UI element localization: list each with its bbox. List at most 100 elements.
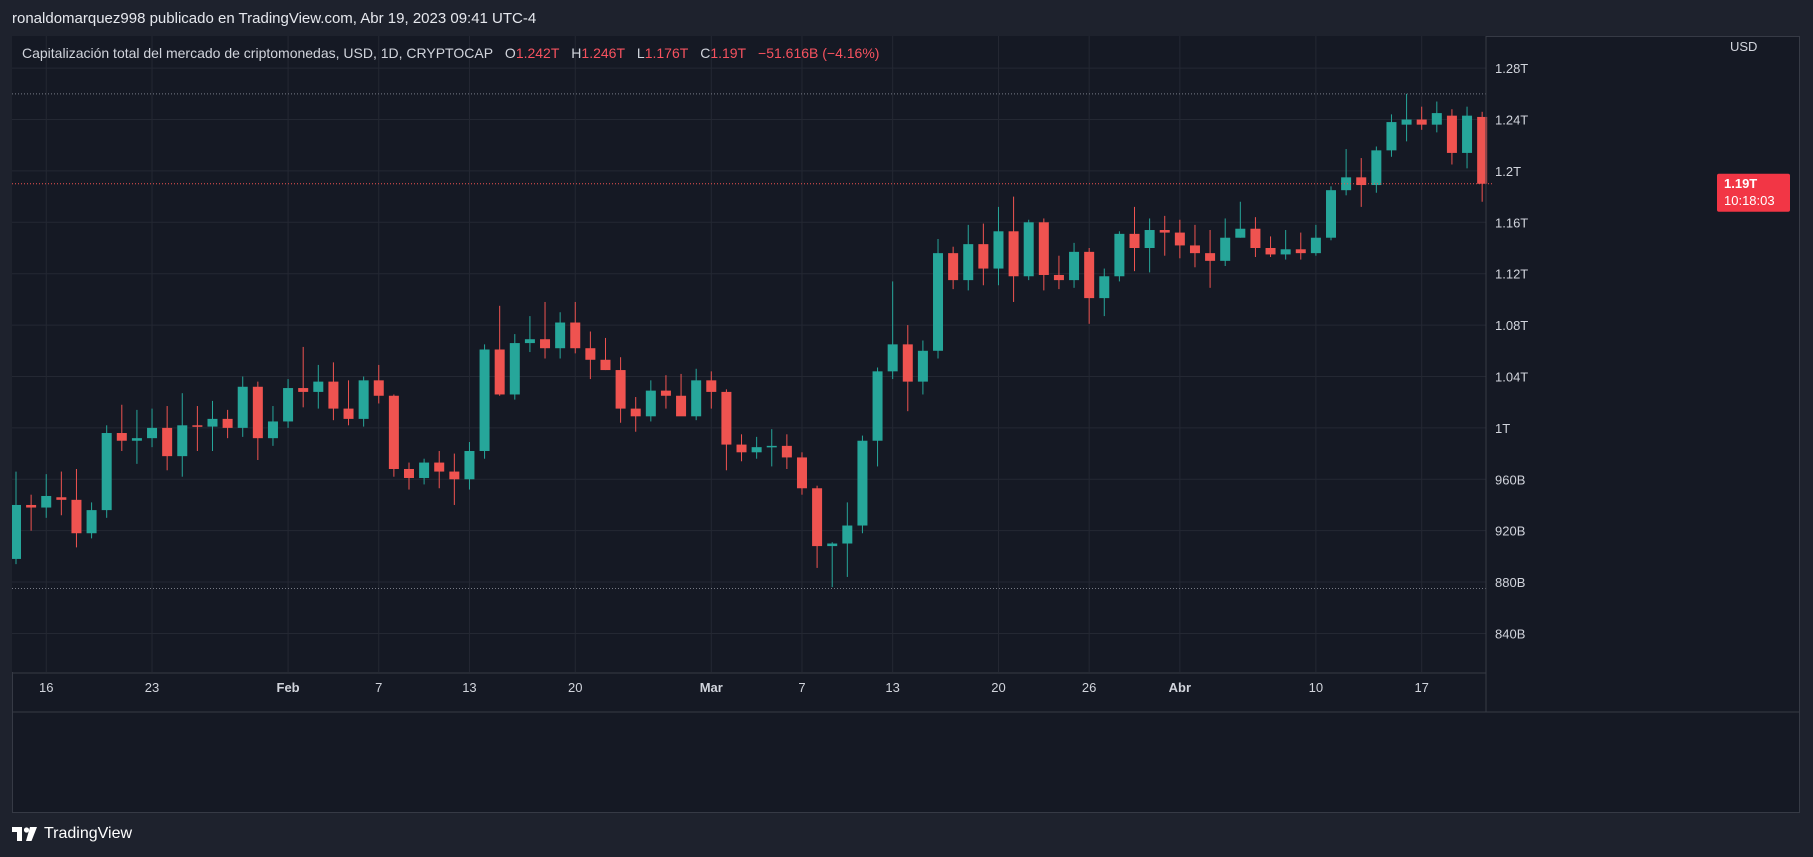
candle[interactable] bbox=[706, 371, 717, 409]
candle[interactable] bbox=[736, 434, 747, 462]
candle[interactable] bbox=[1371, 146, 1382, 193]
candle[interactable] bbox=[660, 375, 671, 409]
candle[interactable] bbox=[298, 346, 309, 408]
candle[interactable] bbox=[978, 223, 989, 286]
candle[interactable] bbox=[524, 316, 535, 353]
candle[interactable] bbox=[1280, 230, 1291, 260]
candle[interactable] bbox=[41, 474, 52, 518]
candle[interactable] bbox=[1477, 111, 1488, 202]
candle[interactable] bbox=[12, 471, 21, 565]
candle[interactable] bbox=[963, 224, 974, 291]
candle[interactable] bbox=[917, 340, 928, 395]
candle[interactable] bbox=[343, 380, 354, 426]
candle[interactable] bbox=[721, 389, 732, 471]
candle[interactable] bbox=[1416, 106, 1427, 130]
candle[interactable] bbox=[781, 434, 792, 469]
candle[interactable] bbox=[1356, 158, 1367, 207]
candle[interactable] bbox=[192, 406, 203, 452]
candle[interactable] bbox=[751, 436, 762, 459]
candle[interactable] bbox=[464, 442, 475, 490]
candle[interactable] bbox=[26, 494, 37, 531]
price-axis[interactable]: 1.28T 1.24T 1.2T 1.16T 1.12T 1.08T 1.04T 1T 960B… bbox=[1485, 36, 1528, 712]
candle[interactable] bbox=[449, 453, 460, 505]
candle[interactable] bbox=[1220, 218, 1231, 266]
candle[interactable] bbox=[162, 406, 173, 471]
candle[interactable] bbox=[887, 281, 898, 380]
candle[interactable] bbox=[388, 394, 399, 477]
candle[interactable] bbox=[1099, 268, 1110, 317]
candle[interactable] bbox=[116, 404, 127, 452]
candle[interactable] bbox=[993, 206, 1004, 286]
candle[interactable] bbox=[1205, 230, 1216, 288]
candle[interactable] bbox=[1159, 215, 1170, 256]
candle[interactable] bbox=[902, 325, 913, 412]
candle[interactable] bbox=[1446, 109, 1457, 165]
candle[interactable] bbox=[403, 462, 414, 490]
candle[interactable] bbox=[555, 312, 566, 359]
candle[interactable] bbox=[540, 301, 551, 359]
tradingview-brand[interactable]: TradingView bbox=[12, 825, 132, 843]
candle[interactable] bbox=[1008, 196, 1019, 302]
candle[interactable] bbox=[948, 246, 959, 290]
candle[interactable] bbox=[101, 425, 112, 518]
candle[interactable] bbox=[1265, 236, 1276, 257]
candle[interactable] bbox=[237, 376, 248, 437]
candle[interactable] bbox=[857, 435, 868, 534]
time-axis[interactable]: 16 23 Feb 7 13 20 Mar 7 13 20 26 Abr 10 17 bbox=[12, 672, 1800, 713]
candle[interactable] bbox=[313, 364, 324, 409]
candle[interactable] bbox=[1144, 218, 1155, 273]
candle[interactable] bbox=[131, 409, 142, 464]
candle[interactable] bbox=[1189, 224, 1200, 268]
candle[interactable] bbox=[796, 452, 807, 495]
candle[interactable] bbox=[56, 471, 67, 516]
candle[interactable] bbox=[827, 542, 838, 588]
candle[interactable] bbox=[766, 429, 777, 467]
candle[interactable] bbox=[1023, 219, 1034, 281]
candle[interactable] bbox=[222, 409, 233, 439]
candle[interactable] bbox=[872, 367, 883, 467]
candle[interactable] bbox=[86, 502, 97, 539]
candle[interactable] bbox=[812, 485, 823, 568]
candle[interactable] bbox=[570, 301, 581, 354]
candle[interactable] bbox=[1084, 248, 1095, 324]
candle[interactable] bbox=[373, 364, 384, 404]
candle[interactable] bbox=[419, 458, 430, 485]
candle[interactable] bbox=[71, 468, 82, 548]
candle[interactable] bbox=[1341, 149, 1352, 196]
candle[interactable] bbox=[358, 376, 369, 427]
candle[interactable] bbox=[842, 502, 853, 577]
candle[interactable] bbox=[252, 381, 263, 460]
candle[interactable] bbox=[933, 239, 944, 359]
candle[interactable] bbox=[267, 406, 278, 446]
candle[interactable] bbox=[676, 373, 687, 417]
candle[interactable] bbox=[1295, 232, 1306, 260]
candle[interactable] bbox=[1129, 206, 1140, 272]
candle[interactable] bbox=[1326, 186, 1337, 241]
candle[interactable] bbox=[479, 344, 490, 459]
candle[interactable] bbox=[1250, 217, 1261, 257]
candle[interactable] bbox=[177, 393, 188, 477]
candle[interactable] bbox=[1114, 231, 1125, 282]
candle[interactable] bbox=[600, 337, 611, 371]
candle[interactable] bbox=[283, 379, 294, 428]
candle[interactable] bbox=[1386, 114, 1397, 157]
candle[interactable] bbox=[147, 408, 158, 448]
candle[interactable] bbox=[494, 305, 505, 396]
candle[interactable] bbox=[630, 397, 641, 432]
candle[interactable] bbox=[328, 362, 339, 421]
candle[interactable] bbox=[1431, 101, 1442, 133]
candle[interactable] bbox=[1462, 106, 1473, 169]
candle[interactable] bbox=[1069, 242, 1080, 288]
candle[interactable] bbox=[1038, 218, 1049, 291]
candle[interactable] bbox=[434, 451, 445, 489]
candle[interactable] bbox=[509, 334, 520, 400]
candle[interactable] bbox=[615, 357, 626, 423]
candlestick-chart[interactable]: 1.28T 1.24T 1.2T 1.16T 1.12T 1.08T 1.04T 1T 960B… bbox=[12, 36, 1800, 813]
candle[interactable] bbox=[691, 368, 702, 421]
candle[interactable] bbox=[1401, 93, 1412, 142]
candle[interactable] bbox=[1235, 201, 1246, 238]
plot-area[interactable] bbox=[12, 36, 1486, 672]
candle[interactable] bbox=[1310, 224, 1321, 256]
candle[interactable] bbox=[1053, 255, 1064, 290]
candle[interactable] bbox=[1174, 219, 1185, 259]
